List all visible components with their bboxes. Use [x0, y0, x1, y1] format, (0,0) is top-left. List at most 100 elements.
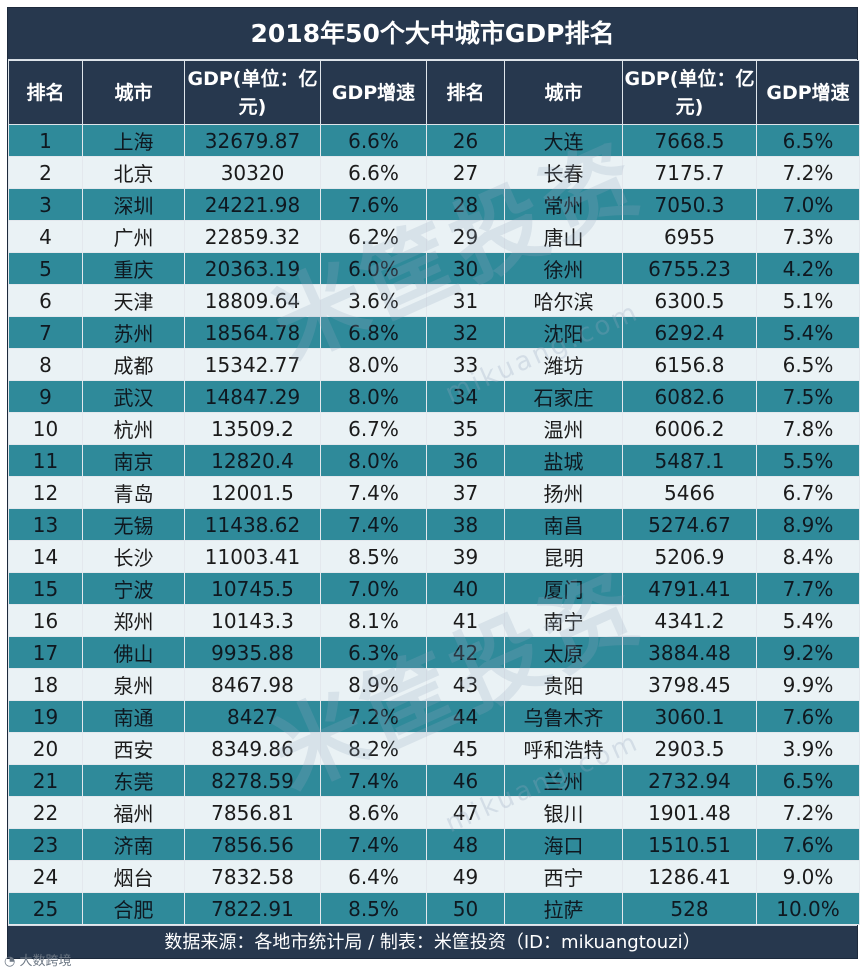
cell-city: 南京: [82, 444, 185, 477]
cell-gdp: 20363.19: [184, 252, 321, 285]
cell-growth: 6.0%: [320, 252, 427, 285]
cell-gdp-2: 7050.3: [622, 188, 757, 221]
table-row: 11 南京 12820.4 8.0% 36 盐城 5487.1 5.5%: [8, 444, 860, 477]
cell-growth: 6.2%: [320, 220, 427, 253]
cell-rank-2: 28: [426, 188, 505, 221]
cell-growth-2: 3.9%: [756, 732, 860, 765]
cell-gdp: 10745.5: [184, 572, 321, 605]
cell-gdp-2: 5206.9: [622, 540, 757, 573]
corner-logo: ◔ 大数跨境: [4, 950, 72, 969]
cell-rank: 6: [8, 284, 83, 317]
cell-rank-2: 43: [426, 668, 505, 701]
cell-growth-2: 7.5%: [756, 380, 860, 413]
table-body: 1 上海 32679.87 6.6% 26 大连 7668.5 6.5% 2 北京 30320 6.6…: [8, 124, 860, 925]
cell-growth-2: 7.6%: [756, 700, 860, 733]
cell-city: 青岛: [82, 476, 185, 509]
cell-gdp: 32679.87: [184, 124, 321, 157]
cell-rank: 24: [8, 860, 83, 893]
table-row: 12 青岛 12001.5 7.4% 37 扬州 5466 6.7%: [8, 476, 860, 509]
cell-city-2: 南宁: [504, 604, 623, 637]
cell-rank-2: 39: [426, 540, 505, 573]
table-header-row: 排名 城市 GDP(单位：亿元) GDP增速 排名 城市 GDP(单位：亿元) …: [8, 60, 860, 125]
cell-rank: 16: [8, 604, 83, 637]
cell-growth: 7.4%: [320, 508, 427, 541]
cell-city: 重庆: [82, 252, 185, 285]
cell-city: 广州: [82, 220, 185, 253]
table-row: 17 佛山 9935.88 6.3% 42 太原 3884.48 9.2%: [8, 636, 860, 669]
cell-gdp: 18809.64: [184, 284, 321, 317]
cell-city: 武汉: [82, 380, 185, 413]
cell-growth: 7.4%: [320, 764, 427, 797]
cell-city-2: 贵阳: [504, 668, 623, 701]
cell-rank-2: 37: [426, 476, 505, 509]
cell-growth: 8.5%: [320, 892, 427, 925]
cell-growth-2: 6.5%: [756, 124, 860, 157]
cell-rank: 12: [8, 476, 83, 509]
cell-gdp-2: 3060.1: [622, 700, 757, 733]
cell-gdp-2: 3884.48: [622, 636, 757, 669]
cell-gdp: 9935.88: [184, 636, 321, 669]
cell-city: 杭州: [82, 412, 185, 445]
cell-rank-2: 29: [426, 220, 505, 253]
cell-city-2: 长春: [504, 156, 623, 189]
cell-growth: 7.0%: [320, 572, 427, 605]
cell-city: 天津: [82, 284, 185, 317]
header-gdp-2: GDP(单位：亿元): [622, 60, 757, 125]
cell-growth-2: 6.5%: [756, 764, 860, 797]
cell-city-2: 昆明: [504, 540, 623, 573]
cell-city: 上海: [82, 124, 185, 157]
table-row: 16 郑州 10143.3 8.1% 41 南宁 4341.2 5.4%: [8, 604, 860, 637]
cell-city-2: 扬州: [504, 476, 623, 509]
cell-gdp-2: 1901.48: [622, 796, 757, 829]
cell-gdp-2: 5274.67: [622, 508, 757, 541]
cell-growth: 3.6%: [320, 284, 427, 317]
header-rank: 排名: [8, 60, 83, 125]
cell-growth: 6.6%: [320, 156, 427, 189]
cell-city-2: 海口: [504, 828, 623, 861]
cell-city: 泉州: [82, 668, 185, 701]
cell-growth-2: 6.5%: [756, 348, 860, 381]
cell-growth-2: 9.0%: [756, 860, 860, 893]
cell-gdp-2: 4341.2: [622, 604, 757, 637]
cell-rank-2: 50: [426, 892, 505, 925]
cell-gdp-2: 5466: [622, 476, 757, 509]
gdp-ranking-table-frame: 2018年50个大中城市GDP排名 排名 城市 GDP(单位：亿元) GDP增速…: [7, 7, 860, 959]
cell-growth-2: 7.0%: [756, 188, 860, 221]
cell-gdp: 18564.78: [184, 316, 321, 349]
cell-growth: 8.0%: [320, 444, 427, 477]
cell-gdp-2: 528: [622, 892, 757, 925]
cell-city-2: 哈尔滨: [504, 284, 623, 317]
cell-rank-2: 27: [426, 156, 505, 189]
cell-growth-2: 7.2%: [756, 156, 860, 189]
cell-rank: 19: [8, 700, 83, 733]
cell-city-2: 盐城: [504, 444, 623, 477]
cell-gdp: 10143.3: [184, 604, 321, 637]
cell-gdp: 8427: [184, 700, 321, 733]
cell-growth-2: 6.7%: [756, 476, 860, 509]
cell-growth: 6.4%: [320, 860, 427, 893]
cell-rank: 10: [8, 412, 83, 445]
cell-gdp-2: 6156.8: [622, 348, 757, 381]
cell-rank-2: 32: [426, 316, 505, 349]
header-gdp: GDP(单位：亿元): [184, 60, 321, 125]
cell-growth: 8.9%: [320, 668, 427, 701]
table-row: 8 成都 15342.77 8.0% 33 潍坊 6156.8 6.5%: [8, 348, 860, 381]
cell-rank-2: 31: [426, 284, 505, 317]
cell-gdp-2: 4791.41: [622, 572, 757, 605]
cell-rank-2: 46: [426, 764, 505, 797]
cell-growth-2: 7.6%: [756, 828, 860, 861]
cell-gdp: 11003.41: [184, 540, 321, 573]
cell-growth-2: 7.3%: [756, 220, 860, 253]
cell-gdp: 8467.98: [184, 668, 321, 701]
cell-rank-2: 26: [426, 124, 505, 157]
cell-city: 长沙: [82, 540, 185, 573]
cell-rank-2: 49: [426, 860, 505, 893]
cell-city: 深圳: [82, 188, 185, 221]
cell-gdp: 30320: [184, 156, 321, 189]
cell-city: 北京: [82, 156, 185, 189]
cell-city-2: 大连: [504, 124, 623, 157]
cell-gdp-2: 2903.5: [622, 732, 757, 765]
cell-gdp: 12001.5: [184, 476, 321, 509]
cell-gdp: 14847.29: [184, 380, 321, 413]
table-row: 13 无锡 11438.62 7.4% 38 南昌 5274.67 8.9%: [8, 508, 860, 541]
